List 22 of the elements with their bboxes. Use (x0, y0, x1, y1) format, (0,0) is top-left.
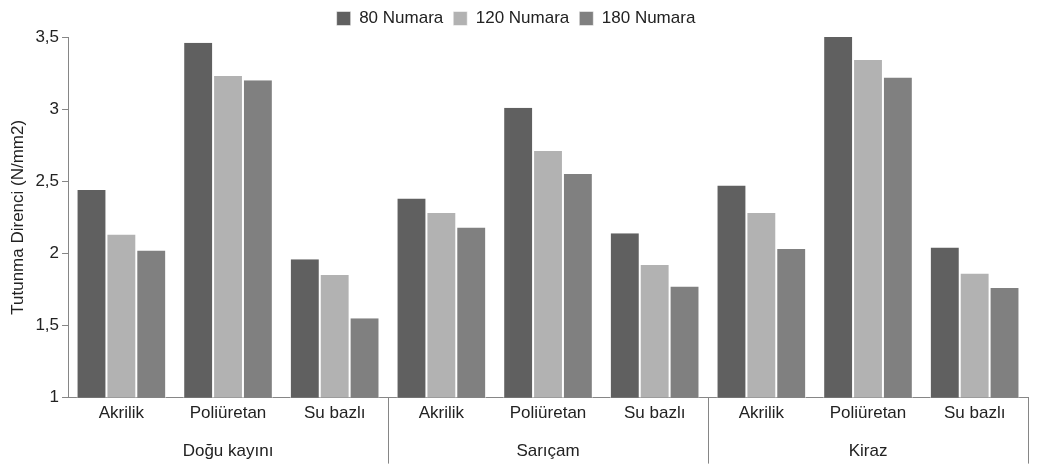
y-axis-title: Tutunma Direnci (N/mm2) (7, 119, 27, 315)
x-tick-label: Akrilik (738, 403, 785, 423)
legend-label: 80 Numara (359, 8, 444, 28)
x-tick-label: Su bazlı (943, 403, 1006, 423)
y-tick-label: 2 (49, 243, 60, 263)
legend-label: 180 Numara (601, 8, 696, 28)
y-tick-label: 1,5 (35, 315, 60, 335)
text: Sarıçam (516, 441, 580, 461)
y-tick-label: 3,5 (35, 26, 60, 46)
x-tick-label: Poliüretan (189, 403, 267, 423)
y-tick-label: 2,5 (35, 170, 60, 190)
y-tick-label: 3 (49, 98, 60, 118)
text: Kiraz (848, 441, 888, 461)
legend-label: 120 Numara (475, 8, 570, 28)
y-tick-label: 1 (49, 387, 60, 407)
x-tick-label: Akrilik (98, 403, 145, 423)
x-tick-label: Su bazlı (303, 403, 366, 423)
x-tick-label: Poliüretan (829, 403, 907, 423)
text: Doğu kayını (182, 441, 274, 461)
x-tick-label: Su bazlı (623, 403, 686, 423)
x-tick-label: Poliüretan (509, 403, 587, 423)
x-tick-label: Akrilik (418, 403, 465, 423)
